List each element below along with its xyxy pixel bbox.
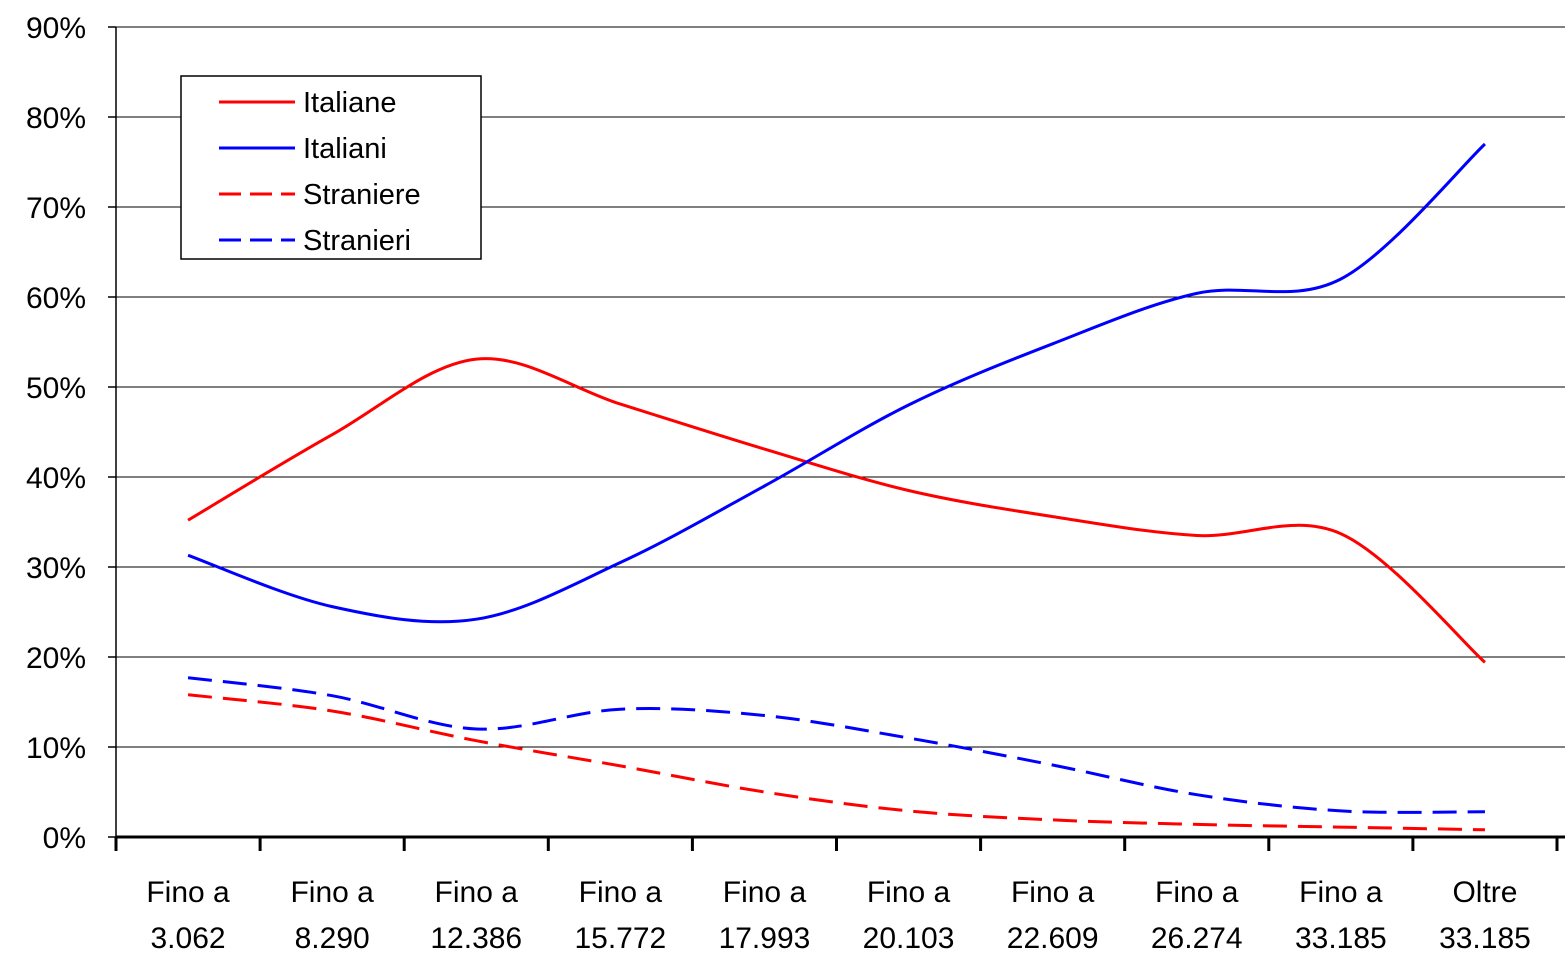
y-tick-labels: 0% 10% 20% 30% 40% 50% 60% 70% 80% 90% (26, 12, 86, 855)
x-tick-label: Fino a 22.609 (1007, 876, 1099, 953)
y-tick-label: 90% (26, 12, 86, 45)
series-line-straniere (187, 693, 1485, 832)
y-tick-label: 20% (26, 642, 86, 675)
legend-label-italiane: Italiane (303, 87, 397, 119)
x-tick-label: Fino a 26.274 (1151, 876, 1243, 953)
legend-label-stranieri: Stranieri (303, 225, 411, 257)
series-line-italiani (187, 142, 1486, 624)
y-tick-label: 70% (26, 192, 86, 225)
legend-label-italiani: Italiani (303, 133, 387, 165)
x-tick-label: Fino a 33.185 (1295, 876, 1387, 953)
x-tick-label: Oltre 33.185 (1439, 876, 1531, 953)
series-line-stranieri (187, 676, 1485, 814)
y-tick-label: 0% (43, 822, 86, 855)
x-tick-label: Fino a 17.993 (719, 876, 811, 953)
x-tick-label: Fino a 15.772 (574, 876, 666, 953)
y-tick-label: 80% (26, 102, 86, 135)
y-tick-label: 40% (26, 462, 86, 495)
legend: Italiane Italiani Straniere Stranieri (180, 75, 482, 260)
x-tick-label: Fino a 20.103 (863, 876, 955, 953)
x-tick-label: Fino a 12.386 (430, 876, 522, 953)
x-tick-label: Fino a 8.290 (290, 876, 374, 953)
axes (108, 26, 1565, 851)
legend-box (180, 75, 482, 260)
series-lines (187, 142, 1486, 832)
x-tick-label: Fino a 3.062 (146, 876, 230, 953)
legend-label-straniere: Straniere (303, 179, 421, 211)
x-tick-labels: Fino a 3.062 Fino a 8.290 Fino a 12.386 Fino a… (146, 876, 1530, 953)
series-line-italiane (187, 357, 1486, 664)
y-tick-label: 30% (26, 552, 86, 585)
y-tick-label: 10% (26, 732, 86, 765)
y-tick-label: 50% (26, 372, 86, 405)
y-tick-label: 60% (26, 282, 86, 315)
